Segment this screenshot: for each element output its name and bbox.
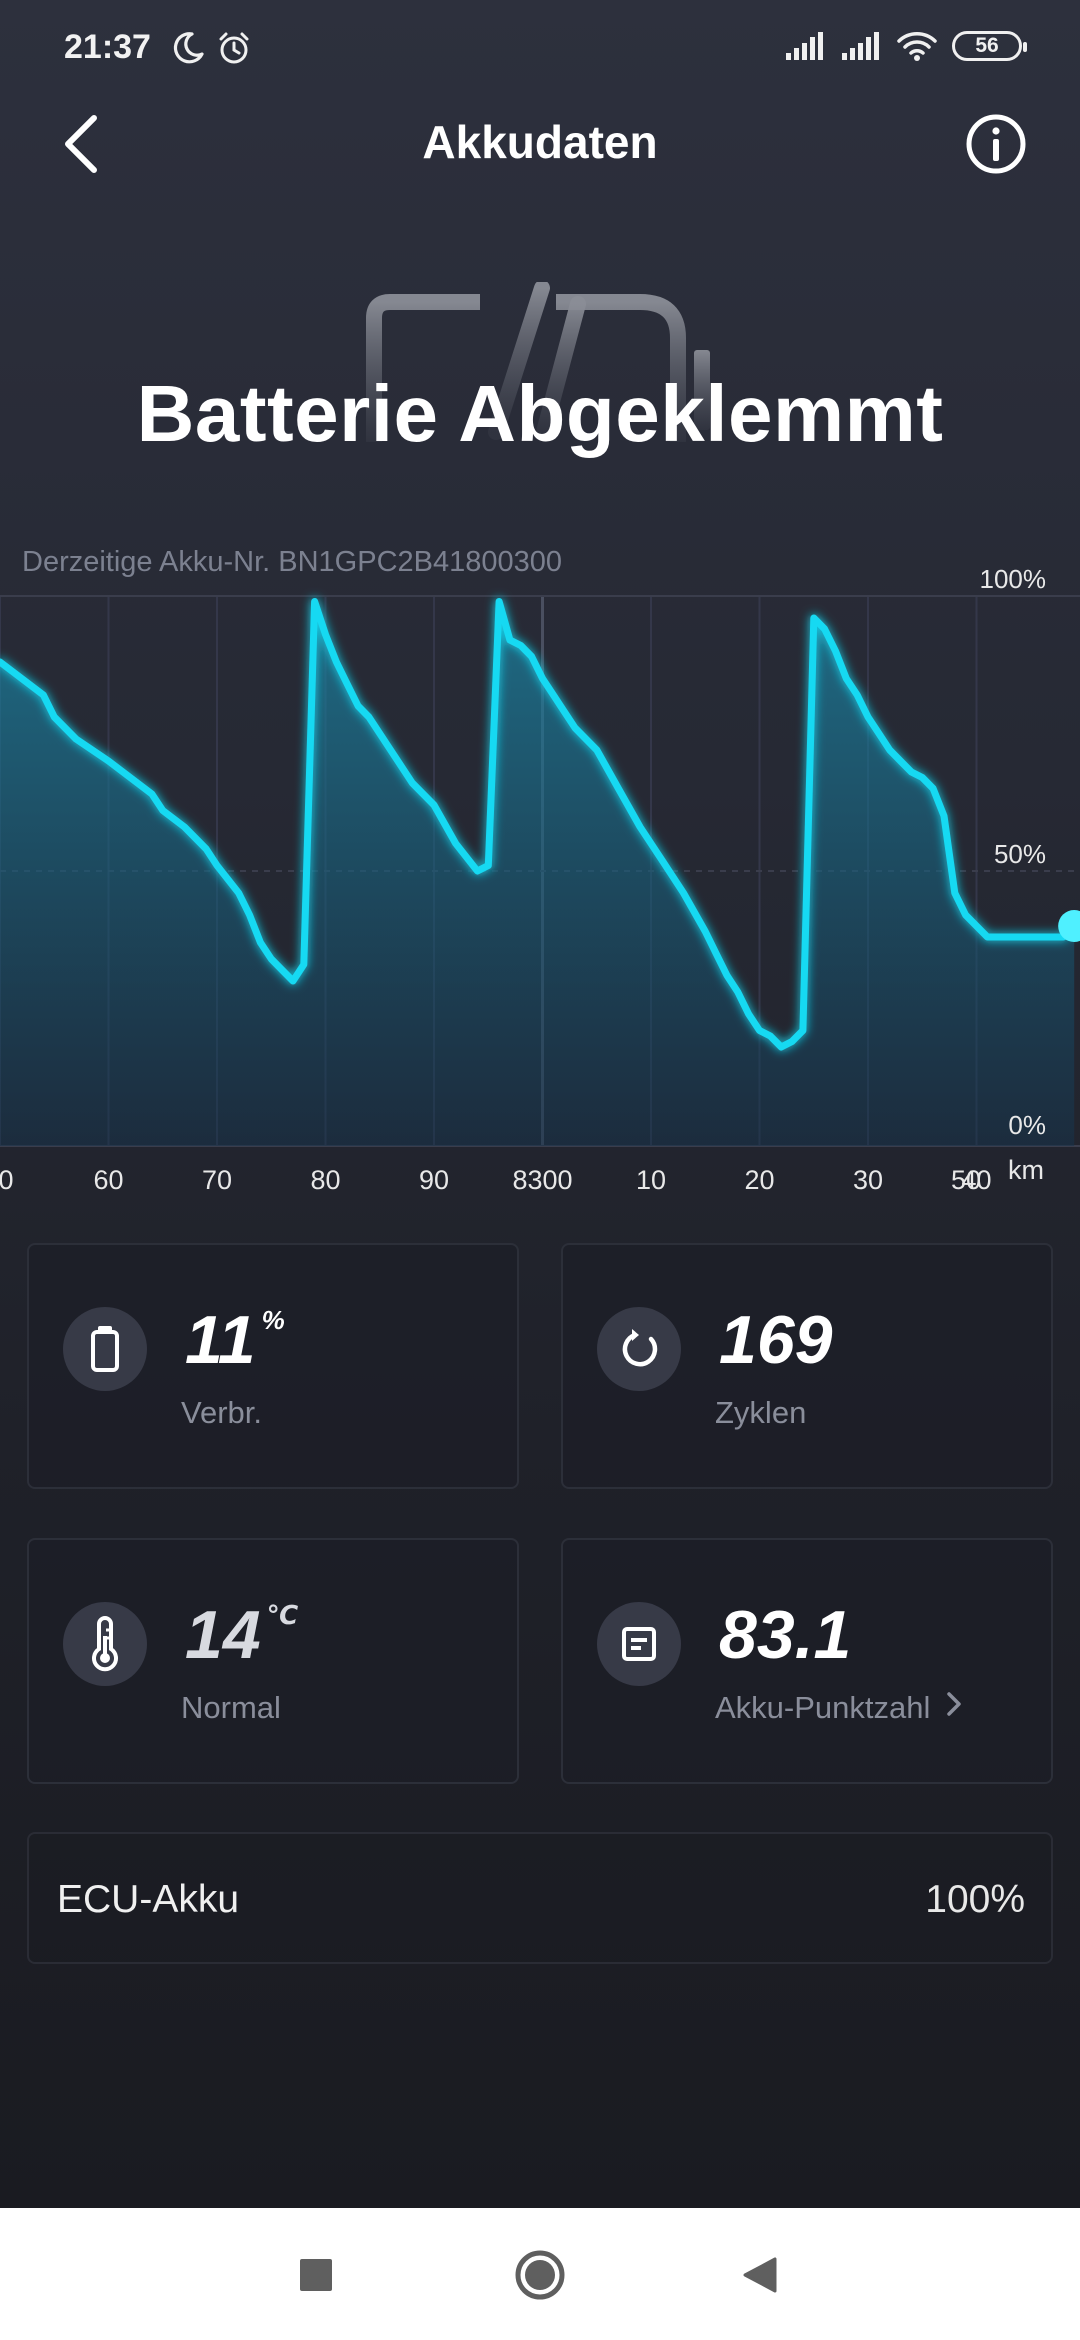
signal-icon bbox=[786, 32, 823, 60]
chevron-left-icon bbox=[65, 115, 97, 173]
moon-icon bbox=[173, 32, 204, 64]
card-temperature: 14 ℃ Normal bbox=[27, 1538, 519, 1784]
battery-score-value: 83.1 bbox=[719, 1597, 852, 1673]
battery-status-text: Batterie Abgeklemmt bbox=[136, 369, 944, 458]
status-time: 21:37 bbox=[64, 28, 151, 66]
chart-x-unit: km bbox=[1008, 1155, 1044, 1185]
temperature-value: 14 ℃ bbox=[185, 1596, 298, 1674]
ecu-label: ECU-Akku bbox=[57, 1878, 240, 1921]
wifi-icon bbox=[897, 32, 937, 61]
info-button[interactable] bbox=[964, 112, 1028, 176]
status-icons-right: 56 bbox=[784, 30, 1027, 62]
navigation-bar bbox=[0, 2208, 1080, 2340]
battery-level: 56 bbox=[975, 34, 999, 57]
chart-y-tick-label: 0% bbox=[1008, 1110, 1046, 1140]
battery-score-label-text: Akku-Punktzahl bbox=[715, 1690, 931, 1725]
chart-x-tick-label: 90 bbox=[419, 1165, 449, 1195]
chart-y-tick-label: 100% bbox=[980, 564, 1047, 594]
recents-button[interactable] bbox=[289, 2248, 343, 2302]
status-icons-left bbox=[170, 30, 252, 66]
battery-score-label[interactable]: Akku-Punktzahl bbox=[715, 1690, 964, 1726]
info-icon bbox=[966, 114, 1026, 174]
consumption-unit: % bbox=[261, 1305, 285, 1335]
chart-end-point bbox=[1058, 910, 1080, 942]
signal-icon bbox=[842, 32, 879, 60]
status-bar: 21:37 bbox=[0, 0, 1080, 100]
chart-x-tick-label: 50 bbox=[951, 1165, 981, 1195]
chart-area-fill bbox=[0, 601, 1075, 1146]
battery-number: Derzeitige Akku-Nr. BN1GPC2B41800300 bbox=[22, 546, 563, 578]
chart-x-tick-label: 8300 bbox=[512, 1165, 572, 1195]
temperature-label: Normal bbox=[181, 1690, 281, 1725]
chart-x-tick-label: 30 bbox=[853, 1165, 883, 1195]
cycles-label: Zyklen bbox=[715, 1395, 807, 1430]
chart-x-tick-label: 0 bbox=[0, 1165, 14, 1195]
consumption-label: Verbr. bbox=[181, 1395, 262, 1430]
home-circle-icon bbox=[515, 2250, 565, 2300]
chart-x-tick-label: 80 bbox=[310, 1165, 340, 1195]
chart-y-tick-label: 50% bbox=[994, 839, 1046, 869]
consumption-number: 11 bbox=[185, 1302, 256, 1378]
temperature-unit: ℃ bbox=[266, 1600, 299, 1630]
back-button[interactable] bbox=[52, 108, 112, 178]
battery-icon: 56 bbox=[952, 31, 1027, 61]
home-button[interactable] bbox=[513, 2248, 567, 2302]
thermometer-icon bbox=[63, 1602, 147, 1686]
chart-y-labels: 100% 50% 0% bbox=[980, 564, 1047, 1140]
chart-x-tick-label: 70 bbox=[202, 1165, 232, 1195]
alarm-icon bbox=[219, 32, 249, 64]
back-nav-button[interactable] bbox=[734, 2248, 788, 2302]
ecu-value: 100% bbox=[925, 1878, 1025, 1921]
chart-series-line bbox=[0, 598, 1078, 1051]
chart-x-tick-label: 40 bbox=[961, 1165, 991, 1195]
page-title: Akkudaten bbox=[422, 116, 658, 168]
chart-x-tick-label: 10 bbox=[636, 1165, 666, 1195]
temperature-number: 14 bbox=[185, 1597, 261, 1673]
recents-square-icon bbox=[300, 2259, 332, 2291]
card-cycles: 169 Zyklen bbox=[561, 1243, 1053, 1489]
app-screen: 21:37 bbox=[0, 0, 1080, 2208]
chart-x-tick-label: 60 bbox=[93, 1165, 123, 1195]
card-consumption: 11% Verbr. bbox=[27, 1243, 519, 1489]
consumption-value: 11% bbox=[185, 1301, 285, 1379]
refresh-icon bbox=[597, 1307, 681, 1391]
cycles-value: 169 bbox=[719, 1302, 833, 1378]
chart-x-tick-label: 20 bbox=[744, 1165, 774, 1195]
battery-disconnected-icon bbox=[366, 282, 710, 442]
chevron-right-icon bbox=[944, 1690, 964, 1726]
back-triangle-icon bbox=[743, 2257, 777, 2293]
battery-icon bbox=[63, 1307, 147, 1391]
ecu-battery-row: ECU-Akku 100% bbox=[27, 1832, 1053, 1964]
card-battery-score[interactable]: 83.1 Akku-Punktzahl bbox=[561, 1538, 1053, 1784]
document-icon bbox=[597, 1602, 681, 1686]
